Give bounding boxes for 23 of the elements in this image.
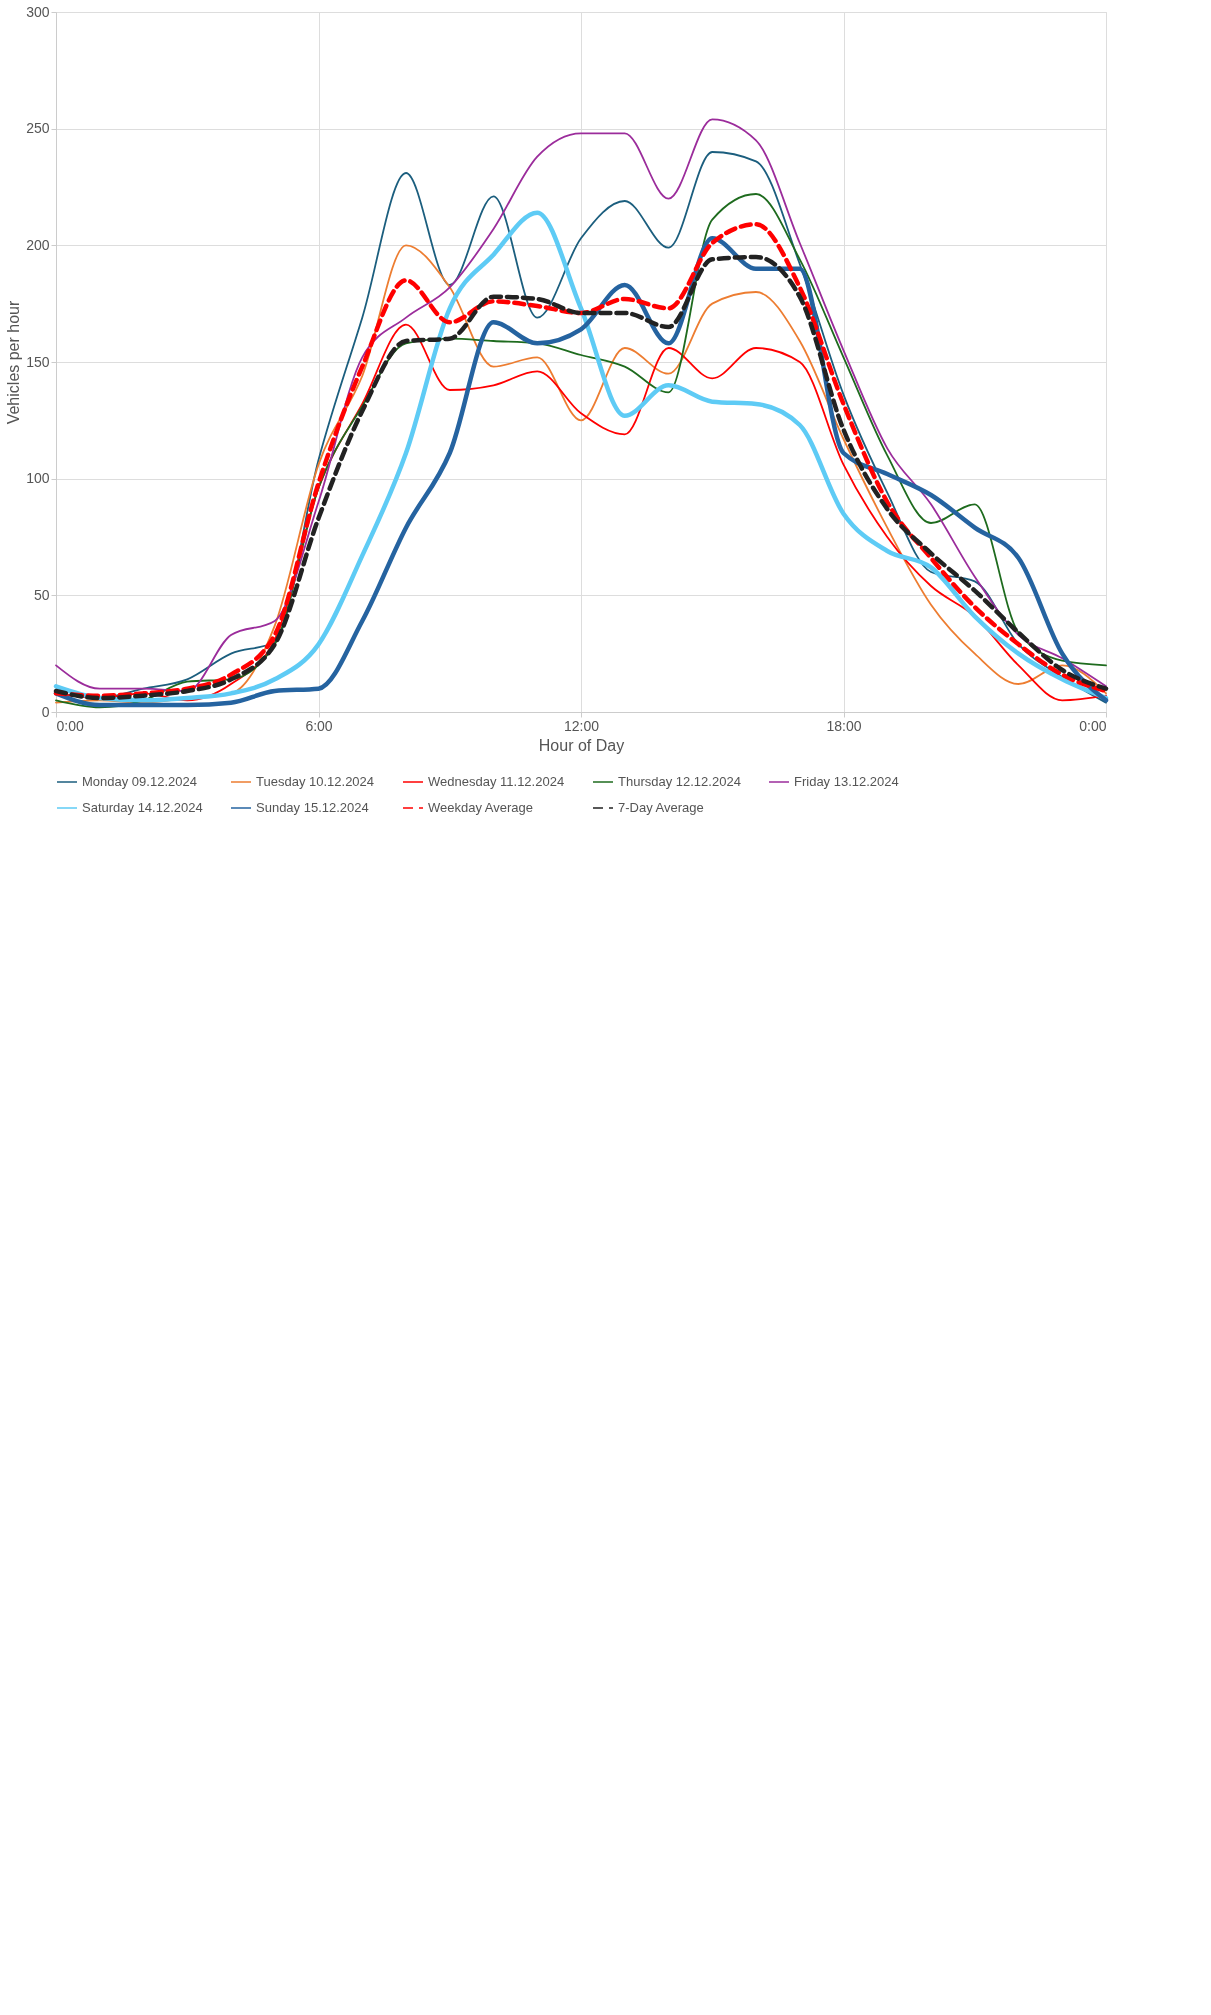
legend-label: Sunday 15.12.2024 (256, 800, 369, 815)
x-axis-title: Hour of Day (538, 736, 625, 754)
y-axis-title: Vehicles per hour (5, 300, 23, 425)
x-tick-label: 6:00 (305, 717, 333, 734)
legend-label: Friday 13.12.2024 (794, 774, 899, 789)
legend-label: Wednesday 11.12.2024 (428, 774, 565, 789)
y-tick-label: 150 (26, 353, 50, 370)
y-tick-label: 0 (41, 703, 50, 720)
y-tick-label: 300 (26, 3, 50, 20)
legend-label: Weekday Average (428, 800, 534, 815)
legend-label: Saturday 14.12.2024 (82, 800, 203, 815)
legend-label: Thursday 12.12.2024 (618, 774, 741, 789)
x-tick-label: 0:00 (56, 717, 84, 734)
y-tick-label: 100 (26, 470, 50, 487)
legend-label: 7-Day Average (618, 800, 704, 815)
x-tick-label: 0:00 (1079, 717, 1107, 734)
y-tick-label: 250 (26, 120, 50, 137)
y-tick-label: 50 (33, 586, 50, 603)
x-tick-label: 12:00 (563, 717, 600, 734)
y-tick-label: 200 (26, 236, 50, 253)
x-tick-label: 18:00 (826, 717, 862, 734)
legend-label: Monday 09.12.2024 (82, 774, 197, 789)
legend-label: Tuesday 10.12.2024 (256, 774, 375, 789)
